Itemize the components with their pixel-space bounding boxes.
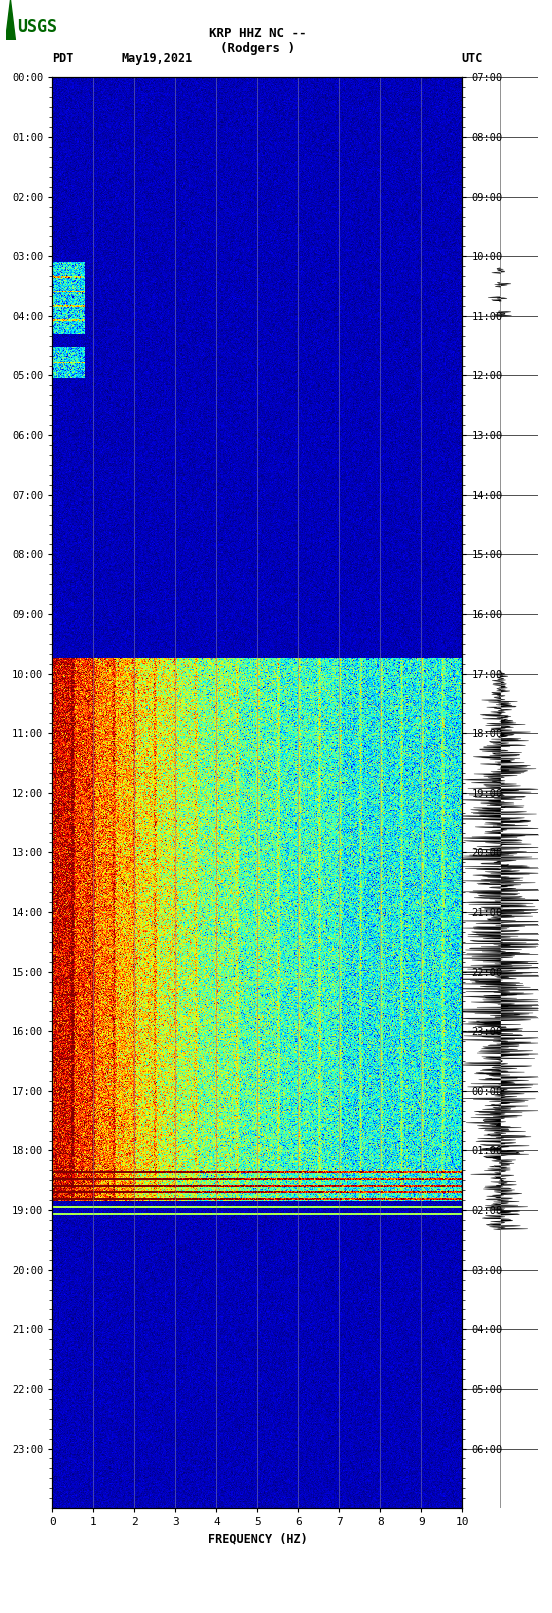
Polygon shape <box>6 0 15 40</box>
Title: KRP HHZ NC --
(Rodgers ): KRP HHZ NC -- (Rodgers ) <box>209 27 306 55</box>
Text: USGS: USGS <box>18 18 57 37</box>
Text: UTC: UTC <box>461 52 482 65</box>
X-axis label: FREQUENCY (HZ): FREQUENCY (HZ) <box>208 1532 307 1545</box>
Text: PDT: PDT <box>52 52 74 65</box>
Text: May19,2021: May19,2021 <box>121 52 193 65</box>
